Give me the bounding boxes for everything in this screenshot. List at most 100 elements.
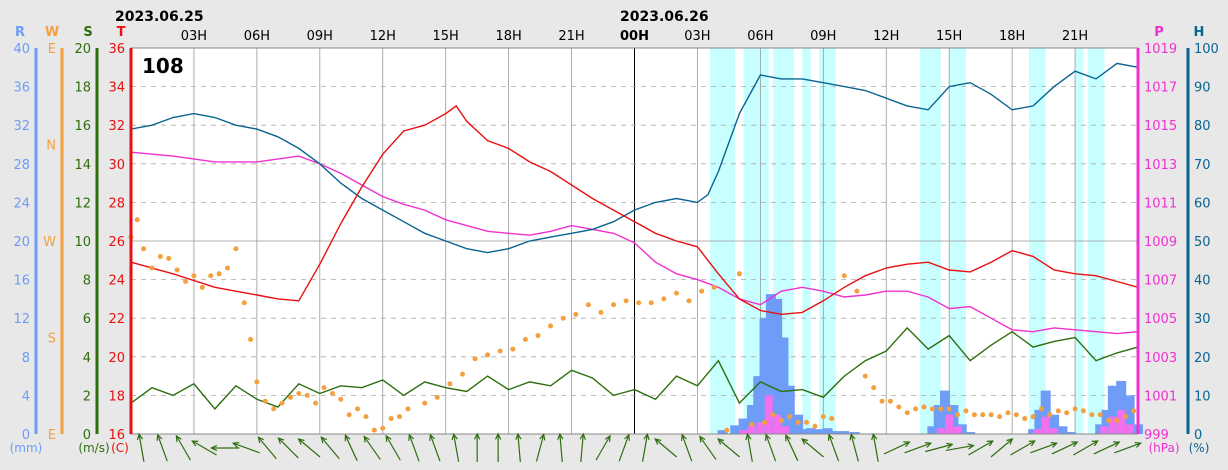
rain-bar (717, 430, 728, 434)
wind-dir-point (174, 267, 180, 273)
rain-intensity-bar (1033, 429, 1042, 434)
wind-arrow-head (1071, 441, 1079, 448)
wind-dir-point (971, 412, 977, 418)
wind-arrow-head (408, 433, 415, 441)
wind-arrow-head (539, 433, 546, 441)
wind-arrow-shaft (765, 434, 777, 462)
wind-arrow (681, 433, 693, 462)
x-tick-label: 09H (307, 29, 333, 44)
wind-dir-point (997, 414, 1003, 420)
wind-arrow (990, 438, 1014, 458)
rain-intensity-bar (756, 422, 765, 434)
wind-dir-point (711, 284, 717, 290)
wind-arrow (385, 434, 401, 461)
wind-dir-point (887, 398, 893, 404)
wind-dir-point (955, 412, 961, 418)
rain-intensity-bar (1108, 416, 1117, 434)
axis-tick-S: 16 (74, 119, 91, 134)
wind-dir-point (225, 265, 231, 271)
axis-tick-R: 20 (13, 235, 30, 250)
wind-arrow-head (764, 433, 771, 441)
wind-dir-point (913, 406, 919, 412)
wind-arrow-shaft (138, 434, 145, 462)
axis-tick-H: 70 (1194, 158, 1211, 173)
axis-letter-R: R (15, 25, 25, 40)
wind-arrow-head (654, 438, 662, 445)
wind-dir-point (862, 373, 868, 379)
axis-tick-T: 20 (108, 351, 125, 366)
wind-arrow-shaft (363, 436, 381, 460)
wind-dir-point (598, 309, 604, 315)
rain-bar (799, 429, 810, 434)
wind-arrow (1093, 441, 1121, 455)
wind-arrow (297, 438, 321, 458)
axis-unit-H: (%) (1189, 441, 1210, 455)
rain-bar (1065, 432, 1076, 434)
wind-arrow-shaft (641, 434, 649, 462)
wind-arrow-shaft (654, 438, 678, 458)
x-tick-label: 21H (558, 29, 584, 44)
wind-dir-point (397, 414, 403, 420)
rain-bar (939, 390, 950, 434)
axis-tick-R: 16 (13, 274, 30, 289)
x-tick-label: 06H (244, 29, 270, 44)
wind-arrow-head (801, 438, 809, 445)
axis-tick-S: 2 (83, 389, 91, 404)
wind-dir-point (673, 290, 679, 296)
wind-arrow-head (745, 432, 752, 441)
wind-arrow-head (175, 434, 182, 442)
axis-unit-P: (hPa) (1148, 441, 1179, 455)
axis-tick-R: 0 (22, 428, 30, 443)
wind-arrow-shaft (257, 436, 277, 460)
x-tick-label: 00H (620, 29, 649, 44)
wind-arrow (641, 432, 650, 462)
wind-direction-points (128, 217, 1137, 433)
wind-arrow-head (515, 432, 522, 440)
wind-dir-point (1030, 414, 1036, 420)
axis-tick-H: 20 (1194, 351, 1211, 366)
wind-arrow-head (257, 436, 265, 444)
wind-dir-point (871, 385, 877, 391)
series-lines (130, 62, 1139, 410)
rain-bar (948, 405, 959, 434)
wind-arrow-shaft (278, 437, 299, 459)
rain-intensity-bar (747, 426, 756, 434)
wind-dir-point (879, 398, 885, 404)
wind-arrow-head (557, 432, 564, 440)
wind-arrow-shaft (883, 441, 910, 455)
wind-dir-point (929, 406, 935, 412)
wind-dir-point (1055, 408, 1061, 414)
rain-bar (1028, 429, 1039, 434)
wind-arrow-shaft (517, 434, 521, 462)
date-label-1: 2023.06.25 (115, 9, 204, 25)
wind-dir-point (724, 427, 730, 433)
wind-dir-point (787, 414, 793, 420)
wind-dir-point (233, 246, 239, 252)
axis-tick-W: W (43, 235, 56, 250)
wind-arrow (156, 433, 168, 462)
wind-dir-point (279, 400, 285, 406)
axis-tick-R: 4 (22, 389, 30, 404)
wind-dir-point (736, 271, 742, 277)
wind-dir-point (1064, 410, 1070, 416)
wind-arrow (191, 440, 217, 456)
axis-tick-R: 36 (13, 81, 30, 96)
wind-arrow-shaft (990, 438, 1013, 458)
wind-arrow (451, 432, 460, 462)
wind-arrow-head (1091, 440, 1099, 447)
wind-dir-point (585, 302, 591, 308)
right-axes: P101910171015101310111009100710051003100… (1136, 25, 1219, 455)
wind-arrow (494, 432, 502, 462)
rain-bar (933, 405, 944, 434)
axis-unit-R: (mm) (10, 441, 43, 455)
rain-intensity-bar (773, 414, 782, 434)
wind-dir-point (946, 406, 952, 412)
axis-unit-T: (C) (111, 441, 129, 455)
rain-intensity-bar (936, 428, 945, 434)
rain-bar (738, 418, 749, 434)
station-id: 108 (142, 54, 184, 78)
wind-dir-point (1089, 412, 1095, 418)
axis-tick-S: 14 (74, 158, 91, 173)
wind-arrow-head (849, 433, 856, 441)
wind-arrow (618, 433, 630, 462)
